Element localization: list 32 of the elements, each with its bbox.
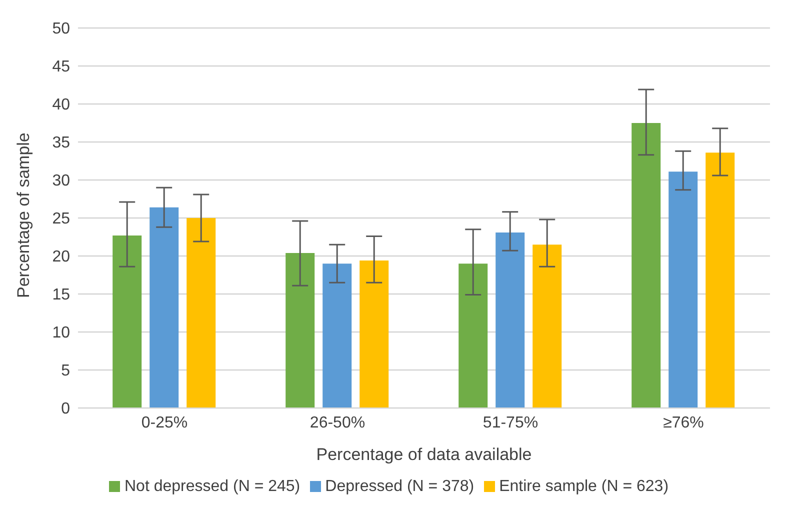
bar bbox=[632, 123, 661, 408]
y-tick-label: 5 bbox=[61, 362, 70, 380]
y-tick-label: 40 bbox=[52, 96, 70, 114]
y-tick-label: 45 bbox=[52, 58, 70, 76]
y-tick-label: 25 bbox=[52, 210, 70, 228]
bar bbox=[496, 232, 525, 408]
x-tick-label: 26-50% bbox=[310, 414, 366, 432]
legend-label: Not depressed (N = 245) bbox=[124, 478, 300, 495]
bar bbox=[458, 264, 488, 408]
bar bbox=[322, 264, 352, 408]
y-tick-label: 50 bbox=[52, 20, 70, 38]
y-tick-label: 10 bbox=[52, 324, 70, 342]
x-tick-label: 0-25% bbox=[141, 414, 188, 432]
legend-label: Entire sample (N = 623) bbox=[499, 478, 669, 495]
y-tick-label: 20 bbox=[52, 248, 70, 266]
bar bbox=[112, 235, 142, 408]
bar bbox=[150, 207, 179, 408]
bar bbox=[360, 260, 389, 408]
bar bbox=[186, 218, 216, 408]
legend-label: Depressed (N = 378) bbox=[325, 478, 474, 495]
bar bbox=[532, 244, 562, 408]
bar bbox=[706, 152, 735, 408]
y-tick-label: 0 bbox=[61, 400, 70, 418]
bar bbox=[668, 172, 698, 408]
x-tick-label: ≥76% bbox=[663, 414, 704, 432]
y-tick-label: 30 bbox=[52, 172, 70, 190]
x-axis-title: Percentage of data available bbox=[316, 445, 532, 464]
y-axis-title: Percentage of sample bbox=[14, 132, 34, 298]
y-tick-label: 35 bbox=[52, 134, 70, 152]
x-tick-label: 51-75% bbox=[482, 414, 538, 432]
y-tick-label: 15 bbox=[52, 286, 70, 304]
bar bbox=[286, 252, 315, 408]
